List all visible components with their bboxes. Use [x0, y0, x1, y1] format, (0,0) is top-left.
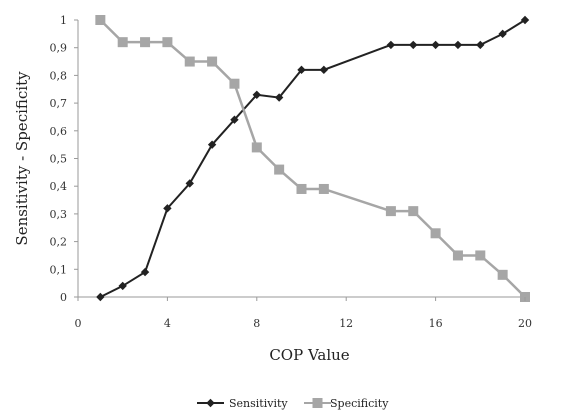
y-tick-label: 0,6: [50, 125, 68, 138]
data-point: [297, 65, 306, 75]
data-point: [140, 267, 150, 277]
y-tick-label: 0,8: [50, 69, 68, 82]
y-tick-label: 0,1: [50, 263, 68, 276]
data-point: [163, 204, 172, 213]
x-tick-label: 16: [429, 317, 443, 330]
data-point: [497, 269, 508, 280]
data-point: [408, 206, 419, 217]
y-tick-label: 0,5: [50, 153, 68, 166]
data-point: [453, 40, 463, 50]
y-tick-label: 0: [60, 291, 67, 304]
series-layer: [95, 15, 530, 302]
data-point: [252, 90, 261, 99]
y-tick-label: 1: [60, 14, 67, 27]
x-tick-label: 0: [75, 317, 82, 330]
data-point: [385, 206, 396, 217]
data-point: [207, 56, 218, 67]
data-point: [431, 40, 440, 50]
legend-label: Sensitivity: [229, 397, 288, 410]
data-point: [95, 15, 106, 25]
legend: Sensitivity Specificity: [197, 397, 389, 410]
data-point: [296, 183, 307, 194]
data-point: [274, 164, 285, 175]
y-tick-label: 0,9: [50, 42, 68, 55]
y-tick-label: 0,3: [50, 208, 68, 221]
legend-item-specificity: Specificity: [304, 397, 389, 410]
data-point: [229, 78, 240, 89]
x-tick-label: 8: [253, 317, 260, 330]
data-point: [520, 15, 530, 25]
data-point: [118, 281, 127, 291]
y-tick-label: 0,7: [50, 97, 68, 110]
data-point: [251, 142, 262, 153]
data-point: [140, 37, 151, 48]
y-tick-label: 0,4: [50, 180, 68, 193]
series-specificity: [95, 15, 530, 302]
ticks-layer: 0 0,1 0,2 0,3 0,4 0,5 0,6 0,7 0,8 0,9 1 0 4 8 12 16 20: [50, 14, 533, 330]
data-point: [452, 250, 463, 261]
data-point: [274, 93, 284, 102]
data-point: [409, 40, 418, 50]
data-point: [184, 56, 195, 67]
legend-marker: [206, 398, 215, 408]
data-point: [185, 179, 194, 188]
data-point: [430, 228, 441, 239]
data-point: [207, 140, 217, 149]
x-tick-label: 20: [518, 317, 532, 330]
data-point: [386, 40, 396, 50]
y-tick-label: 0,2: [50, 236, 68, 249]
legend-marker: [312, 398, 323, 408]
x-tick-label: 12: [339, 317, 353, 330]
data-point: [162, 37, 173, 48]
data-point: [319, 65, 329, 75]
x-tick-label: 4: [164, 317, 171, 330]
legend-item-sensitivity: Sensitivity: [197, 397, 288, 410]
y-axis-title: Sensitivity - Specificity: [13, 71, 31, 246]
series-sensitivity: [96, 15, 530, 302]
data-point: [230, 115, 239, 124]
x-axis-title: COP Value: [269, 346, 349, 364]
data-point: [117, 37, 128, 48]
legend-label: Specificity: [330, 397, 389, 410]
data-point: [476, 40, 485, 50]
data-point: [475, 250, 486, 261]
data-point: [96, 292, 105, 302]
data-point: [498, 29, 507, 39]
data-point: [318, 183, 329, 194]
